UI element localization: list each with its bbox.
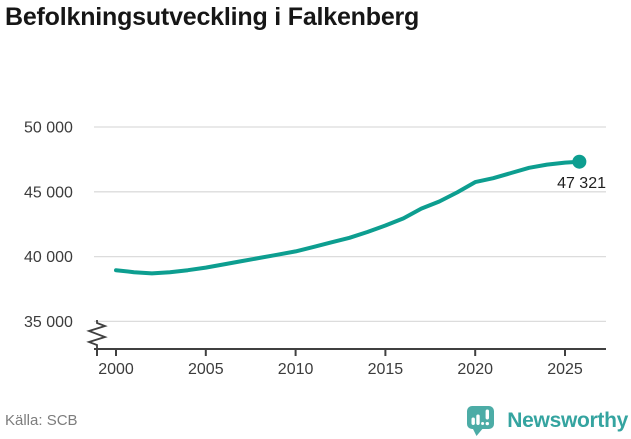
x-axis-tick-label: 2015	[368, 361, 404, 378]
y-axis-break-icon	[86, 320, 108, 349]
y-axis-tick-label: 35 000	[24, 314, 73, 331]
x-axis-tick-label: 2005	[188, 361, 224, 378]
newsworthy-logo-icon	[467, 406, 495, 436]
newsworthy-brand-label: Newsworthy	[507, 409, 628, 432]
end-value-label: 47 321	[557, 175, 606, 192]
population-series-line	[114, 159, 582, 276]
source-credit: Källa: SCB	[5, 412, 78, 429]
y-axis-tick-label: 50 000	[24, 120, 73, 137]
x-axis-tick-label: 2000	[98, 361, 134, 378]
x-axis-tick-label: 2010	[278, 361, 314, 378]
page-title: Befolkningsutveckling i Falkenberg	[5, 3, 420, 31]
x-axis-tick-label: 2025	[547, 361, 583, 378]
y-axis-tick-label: 40 000	[24, 249, 73, 266]
newsworthy-brand-link[interactable]: Newsworthy	[466, 405, 628, 437]
series-endpoint-dot	[572, 154, 587, 169]
x-axis-tick-label: 2020	[457, 361, 493, 378]
y-axis-tick-label: 45 000	[24, 184, 73, 201]
